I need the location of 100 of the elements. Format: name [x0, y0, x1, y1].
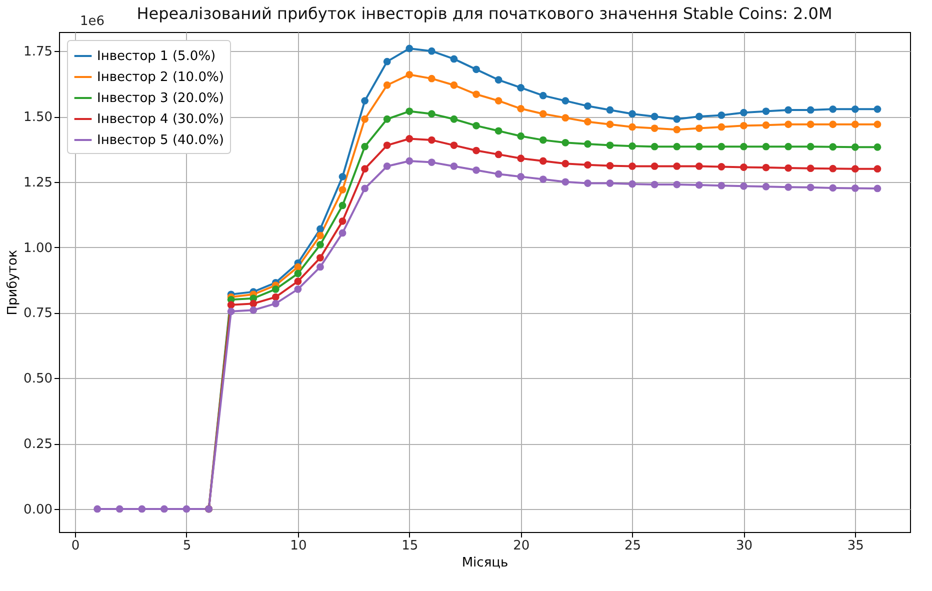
- point: [874, 143, 882, 151]
- point: [874, 184, 882, 192]
- point: [472, 122, 480, 130]
- x-tick-label: 25: [624, 538, 642, 554]
- point: [606, 106, 614, 114]
- point: [116, 505, 124, 513]
- point: [406, 108, 414, 115]
- point: [138, 505, 146, 513]
- point: [94, 505, 102, 513]
- legend-label: Інвестор 3 (20.0%): [97, 91, 224, 106]
- y-axis-title: Прибуток: [6, 250, 21, 316]
- point: [851, 120, 859, 128]
- point: [695, 112, 703, 120]
- point: [673, 162, 681, 170]
- point: [494, 97, 502, 105]
- y-tick-label: 0.25: [24, 437, 52, 452]
- y-tick-label: 1.00: [24, 240, 52, 256]
- point: [294, 285, 302, 293]
- point: [227, 301, 235, 309]
- point: [250, 306, 258, 314]
- point: [606, 162, 614, 170]
- x-tick-label: 15: [402, 538, 418, 554]
- point: [695, 162, 703, 170]
- point: [829, 143, 837, 151]
- x-tick-label: 0: [71, 538, 80, 554]
- point: [294, 263, 302, 271]
- point: [160, 505, 168, 513]
- point: [562, 114, 570, 122]
- point: [740, 122, 748, 130]
- point: [450, 142, 458, 149]
- point: [718, 163, 726, 170]
- point: [784, 142, 792, 150]
- point: [338, 229, 346, 237]
- x-tick-label: 10: [290, 538, 307, 554]
- point: [584, 118, 592, 126]
- point: [517, 104, 525, 112]
- point: [428, 158, 436, 166]
- point: [316, 225, 324, 233]
- point: [718, 123, 726, 131]
- point: [874, 120, 882, 128]
- point: [584, 140, 592, 148]
- point: [494, 150, 502, 158]
- point: [740, 142, 748, 150]
- legend-label: Інвестор 5 (40.0%): [97, 133, 224, 148]
- point: [762, 164, 770, 172]
- point: [650, 180, 658, 188]
- point: [740, 164, 748, 171]
- point: [539, 92, 547, 100]
- text: 1e6: [80, 14, 105, 29]
- point: [361, 142, 369, 150]
- point: [806, 184, 814, 192]
- y-tick-label: 0.00: [24, 502, 52, 518]
- x-tick-label: 20: [513, 538, 530, 554]
- point: [338, 217, 346, 225]
- point: [673, 126, 681, 134]
- point: [428, 136, 436, 144]
- point: [829, 120, 837, 128]
- point: [383, 162, 391, 170]
- point: [450, 115, 458, 123]
- point: [784, 164, 792, 172]
- point: [272, 300, 280, 308]
- point: [517, 154, 525, 162]
- point: [874, 165, 882, 173]
- point: [517, 172, 525, 180]
- point: [272, 285, 280, 293]
- point: [472, 146, 480, 154]
- point: [383, 81, 391, 89]
- point: [494, 76, 502, 84]
- y-tick-label: 1.50: [24, 110, 52, 126]
- point: [829, 184, 837, 192]
- x-tick-label: 30: [736, 538, 752, 554]
- chart-title: Нереалізований прибуток інвесторів для початкового значення Stable Coins: 2.0M: [136, 4, 832, 23]
- point: [806, 120, 814, 128]
- point: [338, 172, 346, 180]
- point: [695, 142, 703, 150]
- point: [695, 181, 703, 189]
- point: [294, 270, 302, 278]
- point: [472, 90, 480, 98]
- point: [450, 81, 458, 89]
- point: [428, 47, 436, 55]
- point: [628, 142, 636, 150]
- point: [851, 184, 859, 192]
- point: [874, 105, 882, 113]
- point: [428, 74, 436, 82]
- point: [806, 164, 814, 172]
- point: [650, 124, 658, 132]
- x-axis-title: Місяць: [462, 556, 508, 570]
- point: [338, 202, 346, 210]
- y-tick-label: 0.75: [24, 306, 52, 322]
- y-tick-label: 1.25: [24, 175, 52, 190]
- point: [539, 157, 547, 165]
- point: [628, 110, 636, 118]
- point: [450, 55, 458, 63]
- point: [851, 105, 859, 113]
- point: [494, 170, 502, 178]
- point: [650, 162, 658, 170]
- point: [494, 127, 502, 135]
- point: [383, 142, 391, 149]
- point: [562, 97, 570, 105]
- point: [316, 232, 324, 240]
